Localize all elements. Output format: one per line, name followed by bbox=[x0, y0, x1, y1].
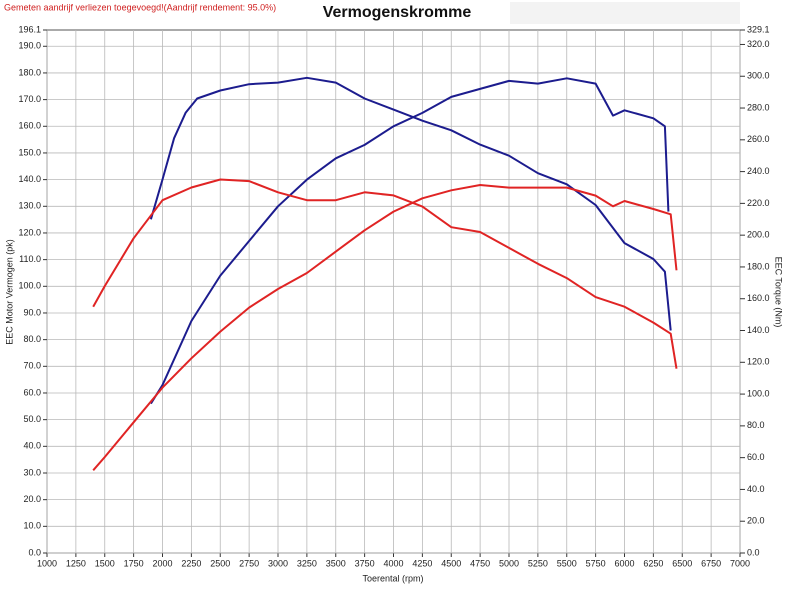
y2-tick-label: 320.0 bbox=[747, 39, 770, 49]
y-tick-label: 10.0 bbox=[23, 521, 41, 531]
y2-tick-label: 300.0 bbox=[747, 71, 770, 81]
y2-tick-label: 80.0 bbox=[747, 420, 765, 430]
y-tick-label: 130.0 bbox=[18, 201, 41, 211]
x-tick-label: 1000 bbox=[37, 558, 57, 568]
y-tick-label: 30.0 bbox=[23, 467, 41, 477]
y2-tick-label: 220.0 bbox=[747, 198, 770, 208]
x-tick-label: 6750 bbox=[701, 558, 721, 568]
y2-tick-label: 260.0 bbox=[747, 134, 770, 144]
y2-tick-label: 200.0 bbox=[747, 230, 770, 240]
x-tick-label: 3000 bbox=[268, 558, 288, 568]
x-tick-label: 4750 bbox=[470, 558, 490, 568]
y-axis-label: EEC Motor Vermogen (pk) bbox=[4, 239, 14, 345]
x-tick-label: 6000 bbox=[614, 558, 634, 568]
y2-tick-label: 20.0 bbox=[747, 516, 765, 526]
x-tick-label: 3750 bbox=[355, 558, 375, 568]
y2-tick-label: 280.0 bbox=[747, 102, 770, 112]
y-tick-label: 160.0 bbox=[18, 121, 41, 131]
y-tick-label: 196.1 bbox=[18, 24, 41, 34]
y2-tick-label: 160.0 bbox=[747, 293, 770, 303]
power-torque-curve bbox=[150, 77, 670, 405]
x-tick-label: 5500 bbox=[557, 558, 577, 568]
x-tick-label: 2250 bbox=[181, 558, 201, 568]
y-tick-label: 150.0 bbox=[18, 147, 41, 157]
x-tick-label: 1500 bbox=[95, 558, 115, 568]
x-tick-label: 6500 bbox=[672, 558, 692, 568]
y-tick-label: 180.0 bbox=[18, 67, 41, 77]
y-tick-label: 190.0 bbox=[18, 41, 41, 51]
x-tick-label: 3250 bbox=[297, 558, 317, 568]
x-tick-label: 5750 bbox=[586, 558, 606, 568]
power-torque-curve bbox=[92, 178, 678, 369]
y-tick-label: 70.0 bbox=[23, 361, 41, 371]
y-tick-label: 60.0 bbox=[23, 387, 41, 397]
y-tick-label: 110.0 bbox=[19, 254, 41, 264]
y-tick-label: 0.0 bbox=[28, 547, 41, 557]
power-torque-curve bbox=[92, 184, 678, 471]
y-tick-label: 120.0 bbox=[18, 227, 41, 237]
y2-tick-label: 329.1 bbox=[747, 24, 770, 34]
title-box bbox=[510, 2, 740, 24]
y-tick-label: 40.0 bbox=[23, 441, 41, 451]
y-tick-label: 90.0 bbox=[23, 307, 41, 317]
y2-tick-label: 140.0 bbox=[747, 325, 770, 335]
y2-tick-label: 40.0 bbox=[747, 484, 765, 494]
x-tick-label: 2000 bbox=[152, 558, 172, 568]
x-tick-label: 5250 bbox=[528, 558, 548, 568]
x-tick-label: 2500 bbox=[210, 558, 230, 568]
y-tick-label: 50.0 bbox=[23, 414, 41, 424]
x-tick-label: 6250 bbox=[643, 558, 663, 568]
chart-title: Vermogenskromme bbox=[323, 4, 472, 21]
y-tick-label: 140.0 bbox=[18, 174, 41, 184]
x-tick-label: 2750 bbox=[239, 558, 259, 568]
note: Gemeten aandrijf verliezen toegevoegd!(A… bbox=[4, 2, 276, 12]
y-tick-label: 20.0 bbox=[23, 494, 41, 504]
x-tick-label: 3500 bbox=[326, 558, 346, 568]
y-tick-label: 100.0 bbox=[18, 281, 41, 291]
x-tick-label: 4250 bbox=[412, 558, 432, 568]
x-tick-label: 7000 bbox=[730, 558, 750, 568]
x-tick-label: 1750 bbox=[124, 558, 144, 568]
x-tick-label: 4000 bbox=[383, 558, 403, 568]
y2-tick-label: 180.0 bbox=[747, 261, 770, 271]
y2-tick-label: 120.0 bbox=[747, 357, 770, 367]
y2-axis-label: EEC Torque (Nm) bbox=[774, 257, 784, 328]
y2-tick-label: 100.0 bbox=[747, 388, 770, 398]
x-tick-label: 4500 bbox=[441, 558, 461, 568]
y2-tick-label: 240.0 bbox=[747, 166, 770, 176]
x-tick-label: 5000 bbox=[499, 558, 519, 568]
y2-tick-label: 0.0 bbox=[747, 547, 760, 557]
power-torque-curve bbox=[149, 76, 672, 331]
y2-tick-label: 60.0 bbox=[747, 452, 765, 462]
x-axis-label: Toerental (rpm) bbox=[362, 573, 423, 583]
y-tick-label: 170.0 bbox=[18, 94, 41, 104]
x-tick-label: 1250 bbox=[66, 558, 86, 568]
y-tick-label: 80.0 bbox=[23, 334, 41, 344]
